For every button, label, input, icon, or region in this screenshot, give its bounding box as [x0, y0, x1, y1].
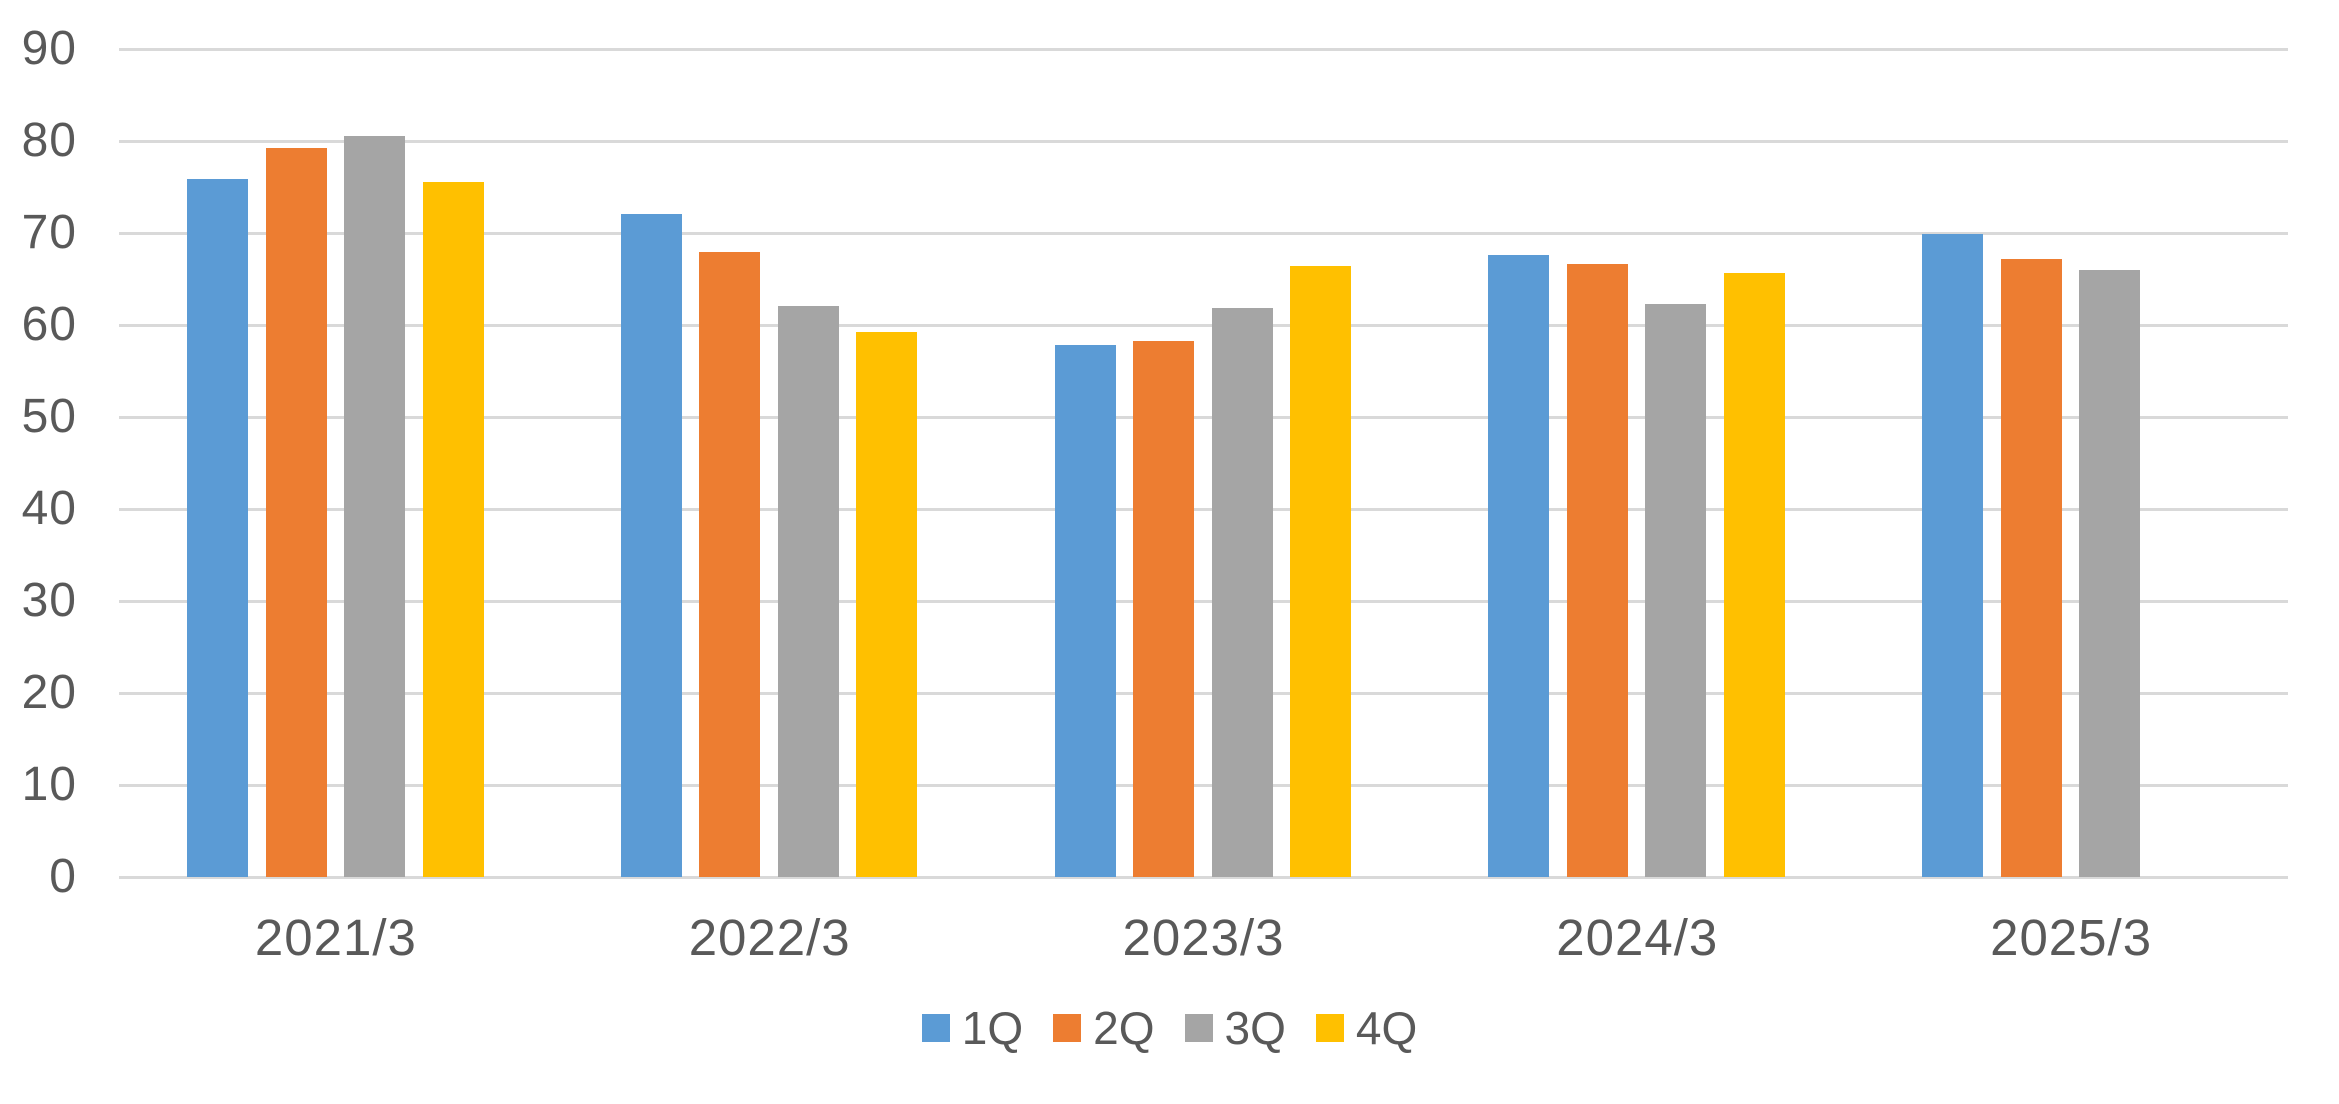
- y-axis-tick-label: 50: [21, 390, 77, 443]
- bar-1Q-2021/3: [187, 178, 248, 877]
- gridline-y-70: [119, 231, 2288, 235]
- bar-4Q-2022/3: [856, 332, 918, 877]
- bar-3Q-2022/3: [777, 305, 839, 877]
- gridline-y-40: [119, 507, 2288, 511]
- bar-2Q-2023/3: [1133, 340, 1195, 877]
- bar-2Q-2025/3: [2000, 258, 2062, 877]
- gridline-y-10: [119, 783, 2288, 787]
- bar-1Q-2025/3: [1922, 233, 1984, 877]
- bar-3Q-2024/3: [1645, 303, 1707, 877]
- chart-legend: 1Q 2Q 3Q 4Q: [0, 1005, 2339, 1051]
- y-axis-tick-label: 0: [49, 850, 77, 903]
- bar-group-2023/3: [1054, 266, 1352, 877]
- bar-3Q-2021/3: [344, 136, 405, 877]
- x-axis-category-label: 2024/3: [1556, 909, 1719, 966]
- legend-label: 3Q: [1224, 1002, 1286, 1054]
- legend-swatch-icon: [1184, 1014, 1213, 1042]
- bar-4Q-2024/3: [1723, 272, 1785, 877]
- y-axis-tick-label: 60: [21, 298, 77, 351]
- legend-swatch-icon: [1315, 1014, 1344, 1042]
- bar-1Q-2022/3: [620, 213, 682, 877]
- gridline-y-0: [119, 875, 2288, 879]
- bar-2Q-2024/3: [1566, 264, 1628, 877]
- bar-3Q-2023/3: [1211, 308, 1273, 877]
- bar-1Q-2024/3: [1488, 255, 1550, 877]
- legend-item-4Q: 4Q: [1315, 1002, 1418, 1054]
- gridline-y-20: [119, 691, 2288, 695]
- y-axis-tick-label: 70: [21, 206, 77, 259]
- y-axis-tick-label: 40: [21, 482, 77, 535]
- y-axis-tick-label: 10: [21, 758, 77, 811]
- bar-group-2025/3: [1922, 233, 2219, 877]
- legend-swatch-icon: [921, 1014, 950, 1042]
- x-axis-category-label: 2025/3: [1990, 909, 2153, 966]
- x-axis-category-label: 2022/3: [688, 909, 851, 966]
- bar-1Q-2023/3: [1054, 345, 1116, 877]
- gridline-y-30: [119, 599, 2288, 603]
- legend-item-3Q: 3Q: [1184, 1002, 1286, 1054]
- bar-2Q-2021/3: [265, 148, 327, 877]
- bar-4Q-2023/3: [1290, 266, 1352, 877]
- legend-swatch-icon: [1053, 1014, 1082, 1042]
- x-axis-category-label: 2023/3: [1122, 909, 1285, 966]
- gridline-y-80: [119, 139, 2288, 143]
- legend-label: 2Q: [1093, 1002, 1155, 1054]
- legend-item-2Q: 2Q: [1053, 1002, 1155, 1054]
- gridline-y-60: [119, 323, 2288, 327]
- bar-group-2021/3: [187, 136, 484, 877]
- legend-label: 4Q: [1355, 1002, 1418, 1054]
- gridline-y-50: [119, 415, 2288, 419]
- legend-item-1Q: 1Q: [921, 1002, 1024, 1054]
- legend-label: 1Q: [961, 1002, 1024, 1054]
- y-axis-tick-label: 80: [21, 114, 77, 167]
- gridline-y-90: [119, 47, 2288, 51]
- bar-2Q-2022/3: [699, 252, 761, 877]
- y-axis-tick-label: 30: [21, 574, 77, 627]
- bar-group-2022/3: [620, 213, 918, 877]
- bar-group-2024/3: [1488, 255, 1785, 877]
- bar-3Q-2025/3: [2079, 269, 2141, 877]
- y-axis-tick-label: 20: [21, 666, 77, 719]
- x-axis-category-label: 2021/3: [254, 909, 417, 966]
- bar-4Q-2021/3: [422, 182, 484, 877]
- y-axis-tick-label: 90: [21, 22, 77, 75]
